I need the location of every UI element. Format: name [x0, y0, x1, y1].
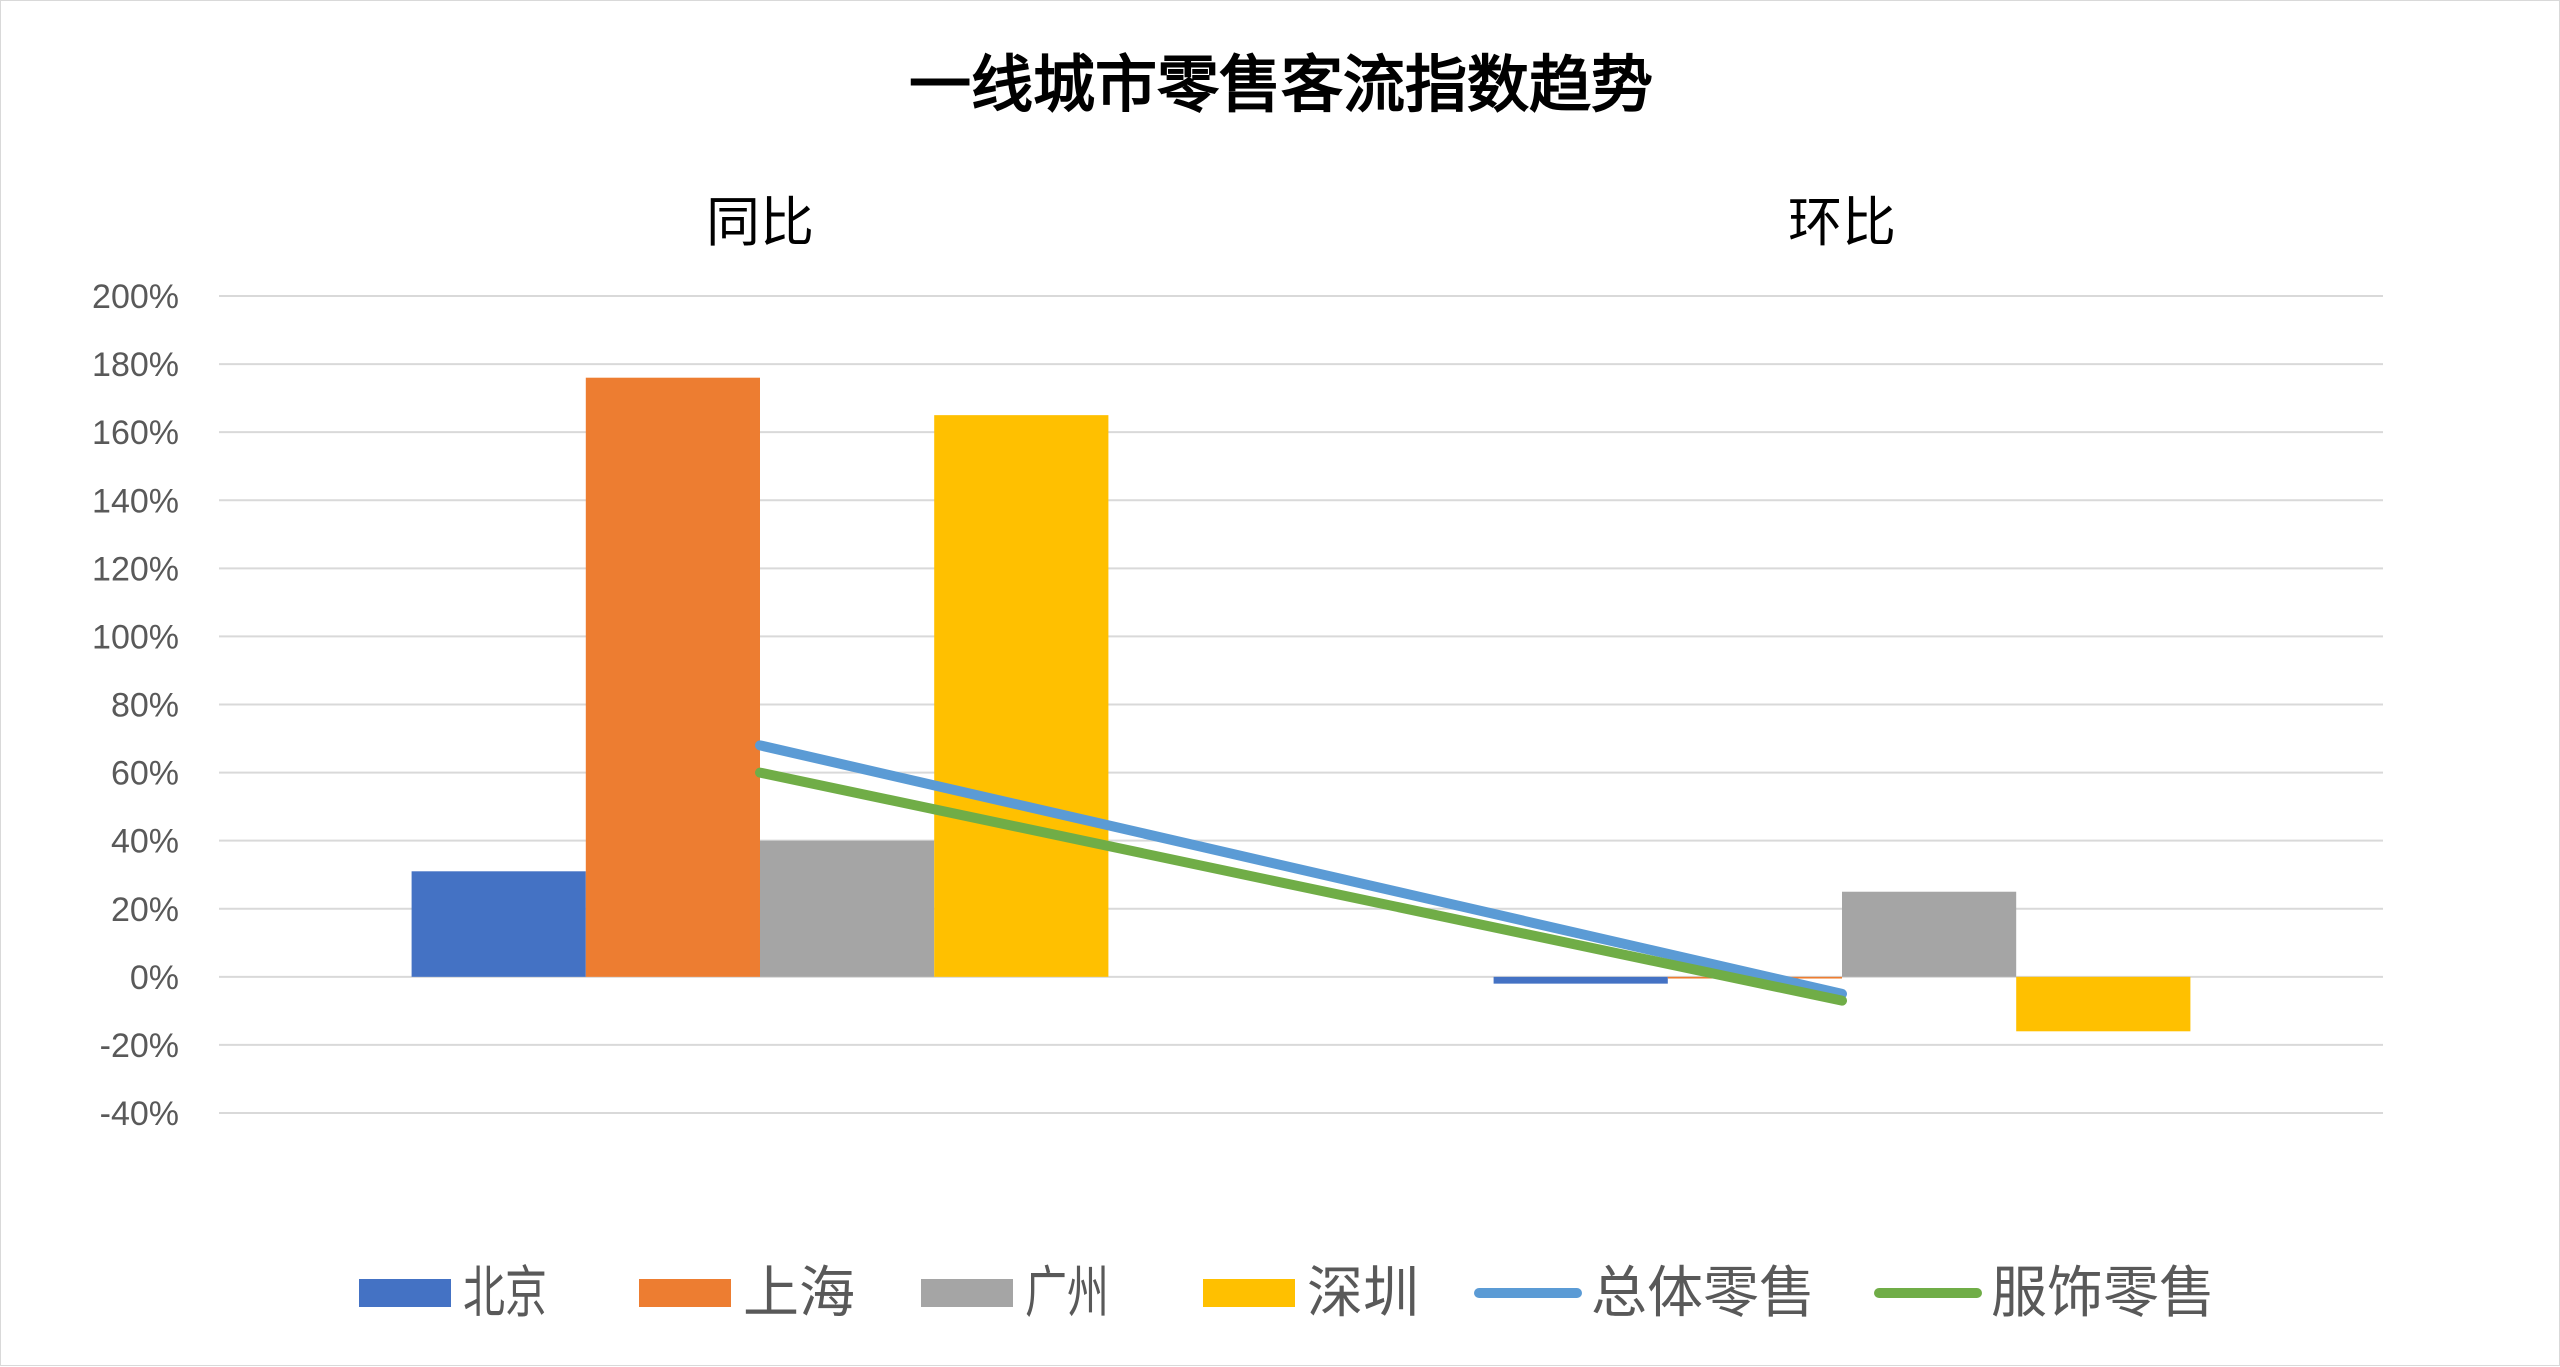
legend-swatch	[1203, 1279, 1295, 1307]
legend-swatch	[921, 1279, 1013, 1307]
y-tick-label: 20%	[111, 891, 179, 929]
y-axis-ticks: 200% 180% 160% 140% 120% 100% 80% 60% 40% 20% 0% -2…	[92, 278, 179, 1133]
y-tick-label: 80%	[111, 687, 179, 725]
legend: 北京 上海 广州 深圳 总体零售 服饰零售	[359, 1261, 2215, 1326]
category-label: 同比	[706, 191, 814, 254]
y-tick-label: 60%	[111, 755, 179, 793]
legend-label: 深圳	[1307, 1261, 1419, 1326]
legend-label: 北京	[463, 1261, 547, 1326]
chart-title: 一线城市零售客流指数趋势	[909, 48, 1653, 121]
bar-深圳-环比	[2016, 976, 2191, 1032]
category-label: 环比	[1788, 191, 1896, 254]
legend-swatch	[359, 1279, 451, 1307]
y-tick-label: 160%	[92, 414, 179, 452]
y-tick-label: 200%	[92, 278, 179, 316]
bar-北京-环比	[1493, 976, 1668, 984]
bar-广州-同比	[760, 840, 935, 977]
legend-swatch	[639, 1279, 731, 1307]
y-tick-label: 180%	[92, 346, 179, 384]
y-tick-label: 140%	[92, 482, 179, 520]
y-tick-label: 0%	[130, 959, 179, 997]
y-tick-label: 40%	[111, 823, 179, 861]
y-tick-label: 100%	[92, 618, 179, 656]
legend-label: 上海	[743, 1261, 855, 1326]
line-layer	[755, 740, 1847, 1006]
bar-layer	[411, 377, 2191, 1032]
line-总体零售	[755, 740, 1847, 999]
bar-广州-环比	[1842, 891, 2017, 977]
y-tick-label: 120%	[92, 550, 179, 588]
line-服饰零售	[755, 767, 1847, 1006]
y-tick-label: -40%	[100, 1095, 179, 1133]
category-labels: 同比 环比	[706, 191, 1896, 254]
legend-label: 服饰零售	[1991, 1261, 2215, 1326]
legend-label: 广州	[1025, 1261, 1109, 1326]
y-tick-label: -20%	[100, 1027, 179, 1065]
bar-北京-同比	[411, 871, 586, 977]
bar-上海-同比	[585, 377, 760, 977]
legend-label: 总体零售	[1591, 1261, 1815, 1326]
bar-深圳-同比	[934, 415, 1109, 977]
